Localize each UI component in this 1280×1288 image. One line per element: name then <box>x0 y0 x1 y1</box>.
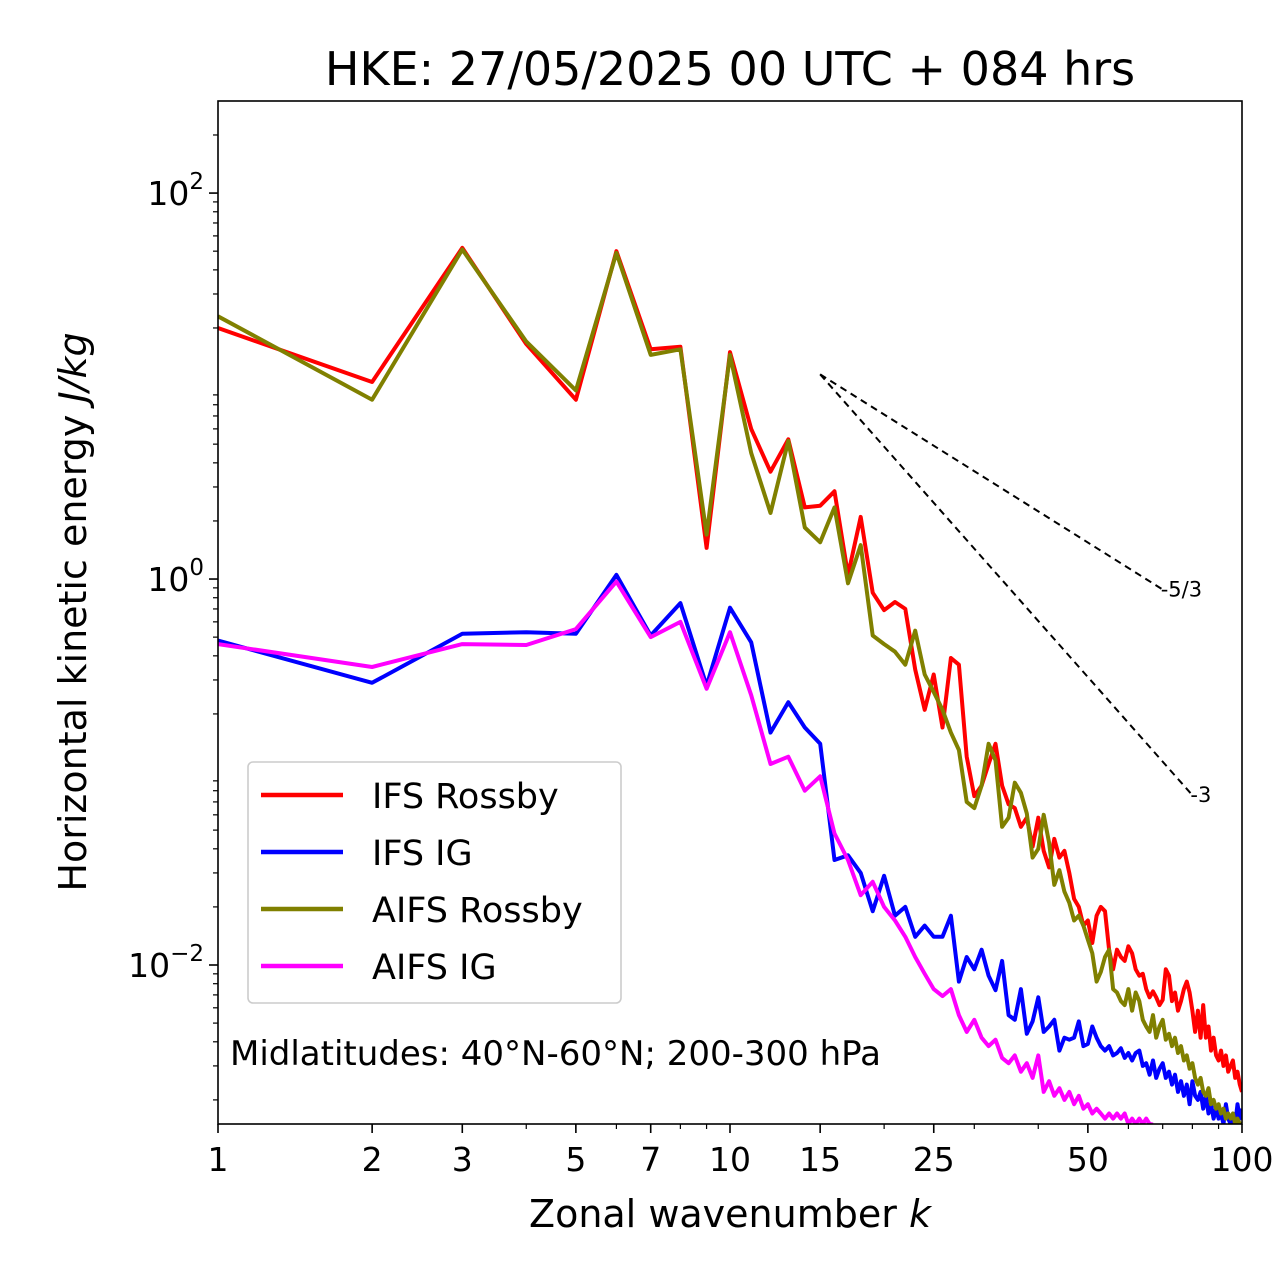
reference-slope-label: -5/3 <box>1161 578 1202 602</box>
x-tick-label: 2 <box>362 1140 383 1179</box>
series-line-aifs-ig <box>218 579 1154 1124</box>
reference-slopes: -5/3 -3 <box>819 373 1211 807</box>
region-annotation: Midlatitudes: 40°N-60°N; 200-300 hPa <box>230 1034 881 1074</box>
y-tick-label: 10−2 <box>128 941 204 985</box>
series-lines <box>218 245 1242 1124</box>
x-tick-label: 15 <box>799 1140 841 1179</box>
series-line-aifs-rossby <box>218 247 1242 1124</box>
reference-slope-label: -3 <box>1190 783 1211 807</box>
y-axis-label: Horizontal kinetic energy J/kg <box>51 332 95 891</box>
reference-slope-line <box>819 373 1194 796</box>
x-axis-label: Zonal wavenumber k <box>529 1192 933 1236</box>
x-tick-label: 5 <box>565 1140 586 1179</box>
x-tick-label: 25 <box>913 1140 955 1179</box>
reference-slope-line <box>819 373 1164 591</box>
series-line-ifs-ig <box>218 572 1242 1124</box>
x-tick-label: 1 <box>208 1140 229 1179</box>
legend: IFS Rossby IFS IG AIFS Rossby AIFS IG <box>247 761 622 1004</box>
x-tick-label: 50 <box>1067 1140 1109 1179</box>
legend-label: AIFS Rossby <box>372 891 583 931</box>
legend-label: AIFS IG <box>372 948 497 988</box>
x-tick-label: 100 <box>1211 1140 1274 1179</box>
series-line-ifs-rossby <box>218 245 1242 1093</box>
x-tick-labels: 1 2 3 5 7 10 15 25 50 100 <box>208 1140 1274 1179</box>
major-ticks <box>209 192 1243 1133</box>
x-tick-label: 7 <box>640 1140 661 1179</box>
plot-frame <box>217 100 1243 1125</box>
y-tick-label: 100 <box>147 555 204 599</box>
legend-box <box>247 761 622 1004</box>
legend-label: IFS IG <box>372 834 473 874</box>
legend-label: IFS Rossby <box>372 777 559 817</box>
x-tick-label: 10 <box>709 1140 751 1179</box>
x-tick-label: 3 <box>452 1140 473 1179</box>
chart-title: HKE: 27/05/2025 00 UTC + 084 hrs <box>325 42 1135 96</box>
y-tick-label: 102 <box>147 169 204 213</box>
y-tick-labels: 102 100 10−2 <box>128 169 204 985</box>
